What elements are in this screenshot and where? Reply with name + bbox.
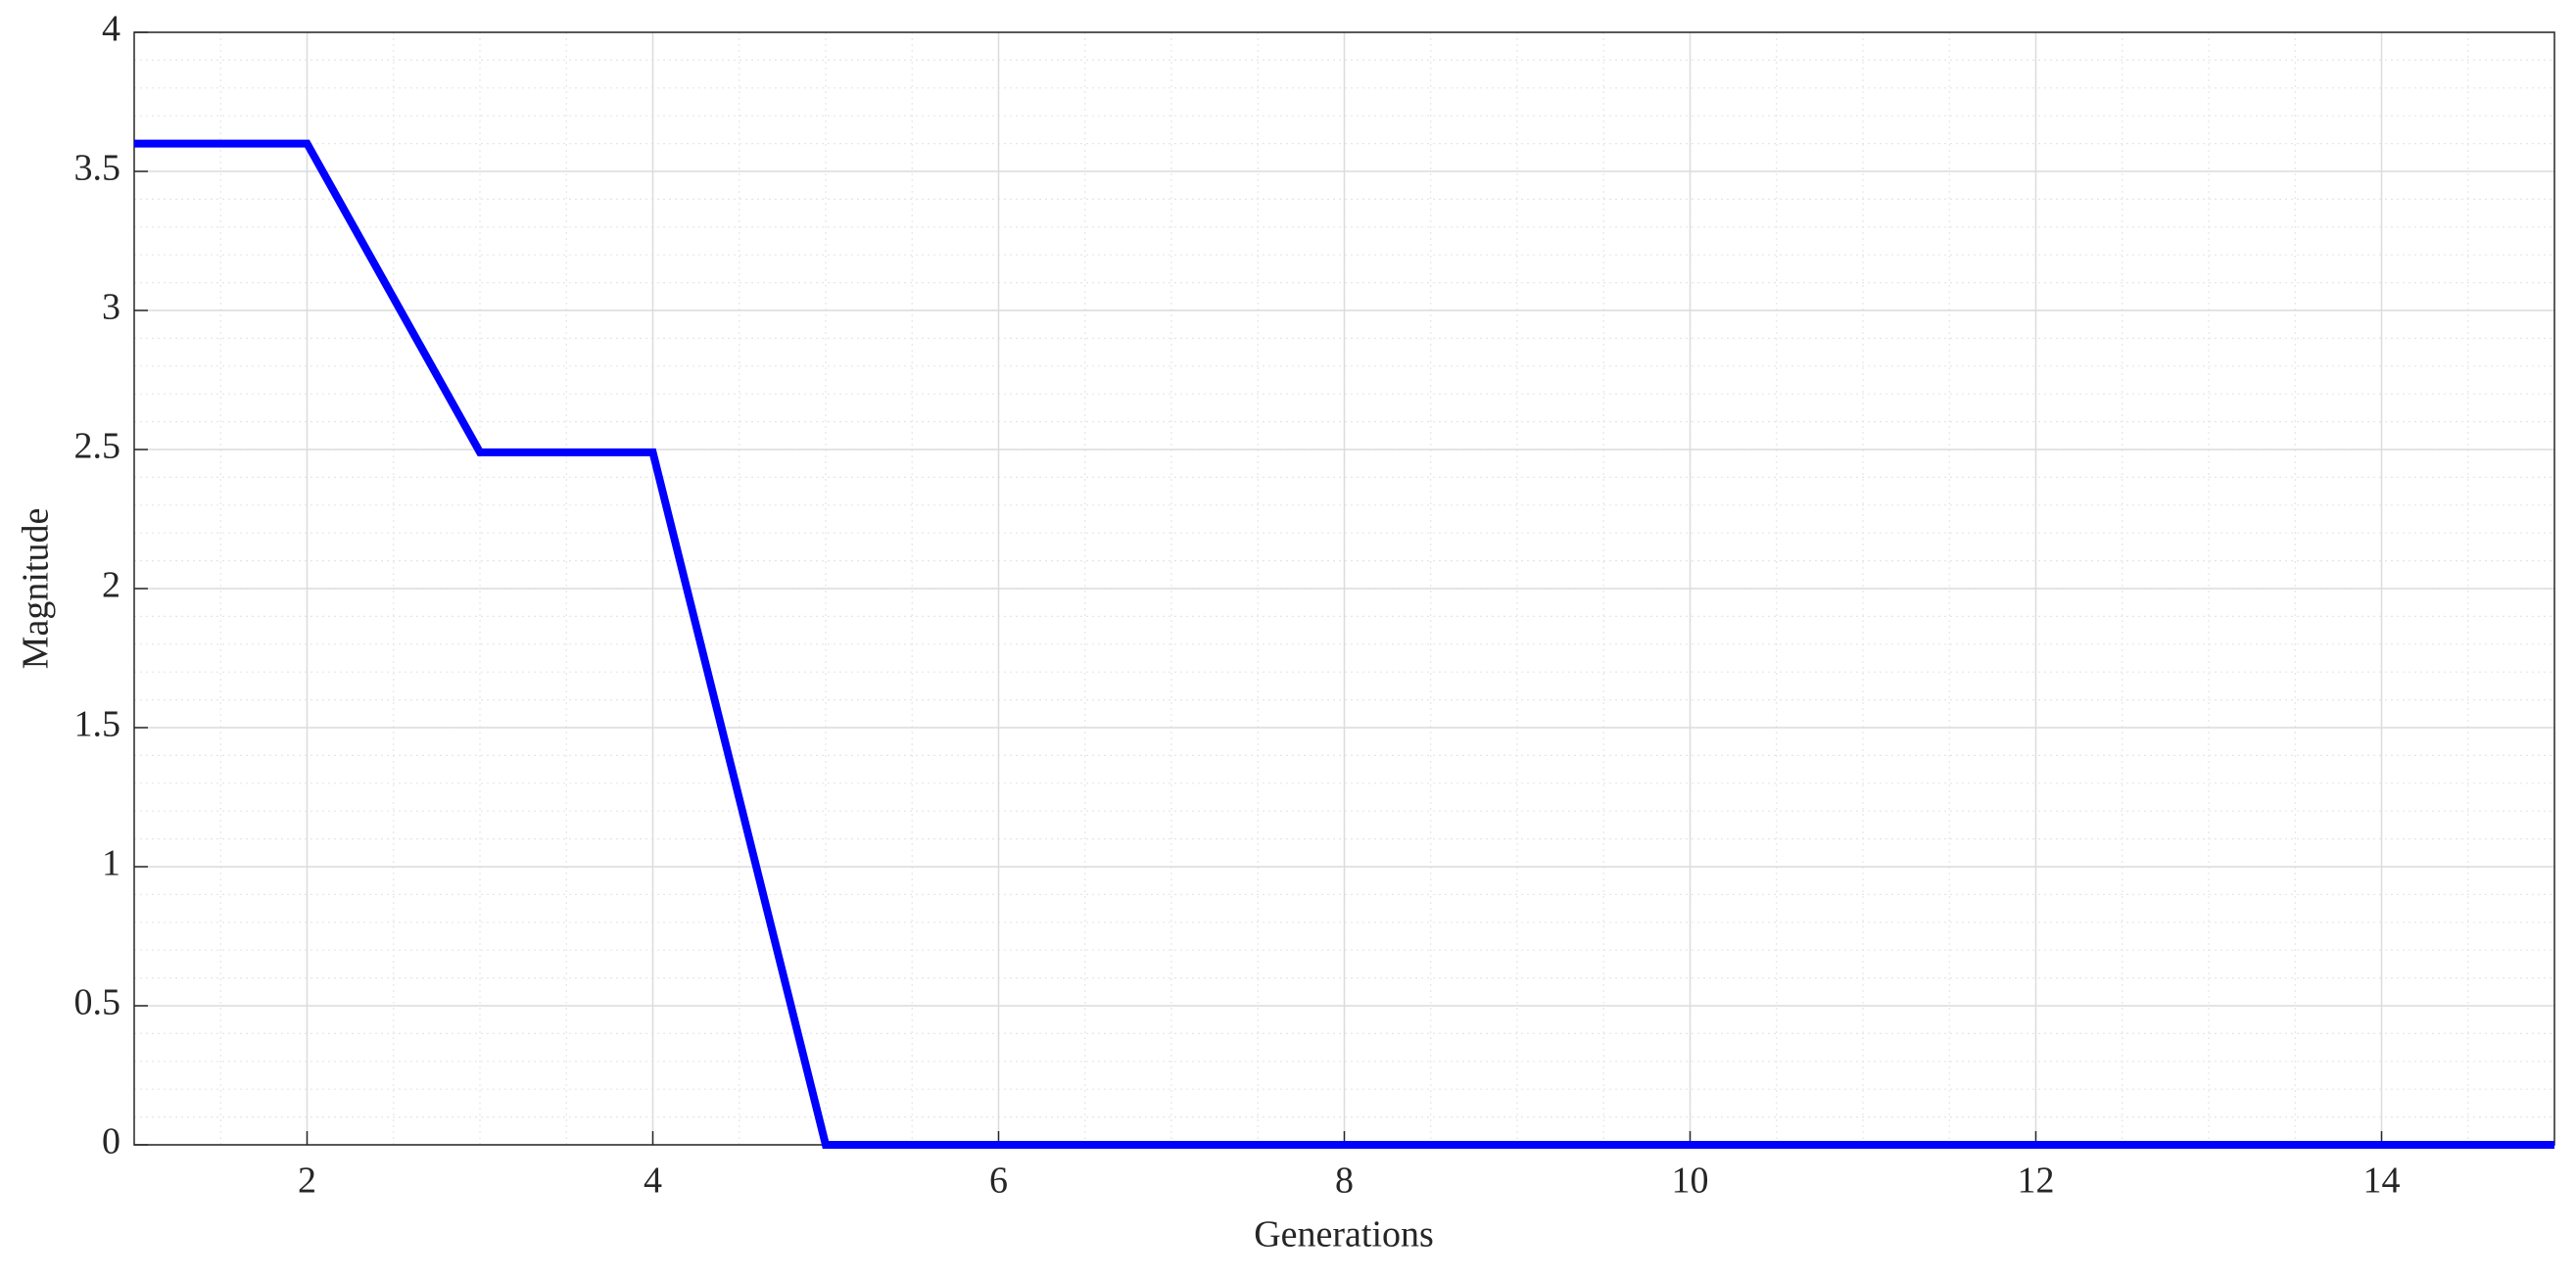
y-tick-label: 2.5 (74, 426, 121, 467)
y-tick-label: 0.5 (74, 982, 121, 1023)
y-tick-label: 4 (102, 9, 120, 50)
y-tick-label: 1 (102, 843, 120, 884)
x-tick-label: 8 (1335, 1161, 1354, 1202)
x-tick-label: 12 (2018, 1161, 2055, 1202)
y-tick-label: 2 (102, 565, 120, 606)
y-tick-label: 3 (102, 287, 120, 328)
y-tick-label: 1.5 (74, 704, 121, 745)
y-axis-label: Magnitude (16, 508, 57, 670)
x-tick-label: 4 (644, 1161, 662, 1202)
y-tick-label: 3.5 (74, 148, 121, 189)
x-tick-label: 6 (989, 1161, 1008, 1202)
data-line (134, 139, 2554, 1149)
x-axis-label: Generations (1254, 1214, 1434, 1255)
x-tick-label: 14 (2363, 1161, 2401, 1202)
y-tick-label: 0 (102, 1121, 120, 1162)
x-tick-label: 10 (1672, 1161, 1709, 1202)
x-tick-label: 2 (298, 1161, 316, 1202)
